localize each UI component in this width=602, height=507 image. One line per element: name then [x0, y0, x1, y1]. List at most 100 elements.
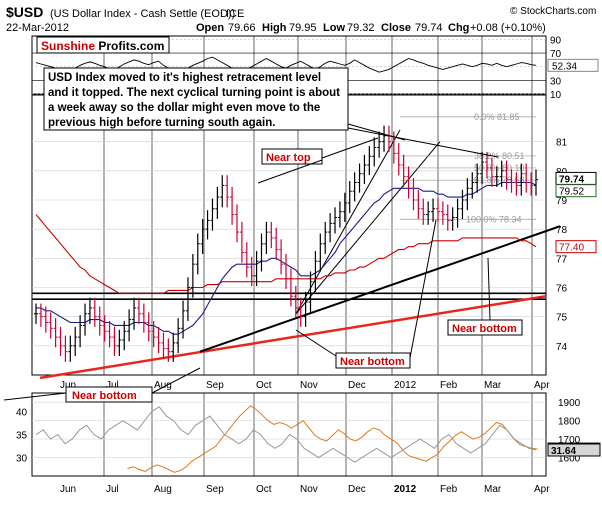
near-top-pointer-1	[321, 137, 379, 159]
comparison-left-tick: 30	[16, 454, 28, 465]
x-tick-label-price: Feb	[440, 380, 458, 391]
rsi-y-tick: 90	[550, 35, 562, 46]
x-tick-label-comparison: Dec	[348, 484, 366, 495]
fib-level-label: 50.0% 80.10	[474, 163, 525, 173]
x-tick-label-price: Nov	[300, 380, 318, 391]
high-label: High	[262, 22, 287, 34]
gold-line	[127, 405, 538, 473]
close-value: 79.74	[415, 22, 443, 34]
price-y-tick: 75	[556, 313, 568, 324]
chg-value: +0.08 (+0.10%)	[470, 22, 546, 34]
comparison-right-tick: 1700	[558, 435, 581, 446]
price-y-tick: 74	[556, 342, 568, 353]
comparison-right-tick: 1800	[558, 417, 581, 428]
x-tick-label-comparison: Sep	[206, 484, 224, 495]
fib-level-label: 100.0% 78.34	[466, 214, 522, 224]
gray-last-tag	[547, 443, 601, 457]
ma50-tag-box	[555, 184, 597, 198]
description-label: (US Dollar Index - Cash Settle (EOD))	[50, 8, 235, 20]
comment-line-1: USD Index moved to it's highest retracem…	[48, 72, 321, 84]
fib-level-label: 38.2% 80.51	[474, 151, 525, 161]
logo-part-1: Sunshine	[41, 39, 95, 53]
rsi-last-value: 52.34	[552, 61, 577, 72]
logo-box	[36, 36, 170, 54]
x-tick-label-price: Dec	[348, 380, 366, 391]
price-y-tick: 79	[556, 196, 568, 207]
x-tick-label-price: Mar	[484, 380, 502, 391]
near-bottom-label-1: Near bottom	[340, 356, 405, 368]
x-tick-label-price: Apr	[534, 380, 550, 391]
comment-box	[43, 67, 349, 131]
rsi-y-tick: 10	[550, 90, 562, 101]
near-bottom-box-1	[335, 352, 411, 369]
symbol-label: $USD	[6, 4, 43, 20]
rsi-last-tag	[547, 58, 599, 72]
x-tick-label-price: 2012	[394, 380, 417, 391]
x-tick-label-price: Aug	[154, 380, 172, 391]
open-label: Open	[196, 22, 224, 34]
near-bottom-label-2: Near bottom	[452, 323, 517, 335]
price-y-tick: 77	[556, 254, 568, 265]
near-top-label: Near top	[266, 152, 311, 164]
near-bottom-pointer-1a	[295, 329, 337, 357]
comparison-right-tick: 1600	[558, 454, 581, 465]
x-tick-label-price: Sep	[206, 380, 224, 391]
logo: Sunshine Profits.com	[41, 39, 164, 53]
fib-level-label: 0.0% 81.85	[474, 112, 520, 122]
near-bottom-pointer-3a	[3, 392, 67, 401]
comment-pointer-2	[347, 123, 406, 141]
gray-last-value: 31.64	[551, 446, 576, 457]
x-tick-label-comparison: Jul	[106, 484, 119, 495]
x-tick-label-comparison: Feb	[440, 484, 458, 495]
credit-label: © StockCharts.com	[510, 6, 596, 17]
exchange-label: ICE	[226, 8, 244, 20]
fan-line-2	[295, 141, 441, 315]
x-tick-label-price: Jul	[106, 380, 119, 391]
ma50-tag-value: 79.52	[559, 187, 584, 198]
comparison-left-tick: 35	[16, 431, 28, 442]
open-value: 79.66	[228, 22, 256, 34]
ma200-tag-box	[555, 240, 597, 254]
x-tick-label-comparison: Apr	[534, 484, 550, 495]
x-tick-label-comparison: 2012	[394, 484, 417, 495]
near-top-box	[261, 148, 323, 165]
near-bottom-pointer-1b	[409, 219, 437, 359]
red-support-trendline	[39, 295, 547, 380]
ohlc-line: Open 79.66 High 79.95 Low 79.32 Close 79…	[196, 22, 546, 34]
logo-part-2: Profits.com	[98, 39, 164, 53]
comparison-left-tick: 40	[16, 407, 28, 418]
x-tick-label-comparison: Nov	[300, 484, 318, 495]
comparison-panel: 16001700180019003035401645.9031.64	[16, 398, 601, 473]
gray-comparison-line	[35, 406, 537, 463]
x-tick-label-comparison: Oct	[256, 484, 272, 495]
high-value: 79.95	[289, 22, 317, 34]
date-label: 22-Mar-2012	[6, 22, 69, 34]
low-label: Low	[323, 22, 345, 34]
price-y-tick: 78	[556, 225, 568, 236]
x-tick-label-price: Oct	[256, 380, 272, 391]
last-close-tag-value: 79.74	[559, 174, 584, 185]
fib-level-label: 61.8% 79.68	[474, 175, 525, 185]
price-y-tick: 76	[556, 284, 568, 295]
comment-line-2: and it topped. The next cyclical turning…	[48, 87, 340, 99]
x-tick-label-comparison: Mar	[484, 484, 502, 495]
near-bottom-box-2	[447, 319, 523, 336]
x-tick-label-comparison: Jun	[60, 484, 76, 495]
x-tick-label-comparison: Aug	[154, 484, 172, 495]
black-support-trendline	[199, 225, 561, 353]
price-y-tick: 81	[556, 138, 568, 149]
comment-line-4: previous high before turning south again…	[48, 117, 275, 129]
close-label: Close	[381, 22, 411, 34]
fan-line-1	[295, 129, 401, 314]
near-bottom-pointer-3b	[151, 367, 201, 394]
comment-text: USD Index moved to it's highest retracem…	[48, 72, 340, 129]
comment-pointer-1	[347, 127, 499, 158]
near-top-pointer-2	[257, 159, 323, 184]
near-bottom-box-3	[65, 386, 153, 403]
comment-line-3: a week away so the dollar might even mov…	[48, 102, 320, 114]
rsi-y-tick: 70	[550, 49, 562, 60]
near-bottom-label-3: Near bottom	[72, 390, 137, 402]
